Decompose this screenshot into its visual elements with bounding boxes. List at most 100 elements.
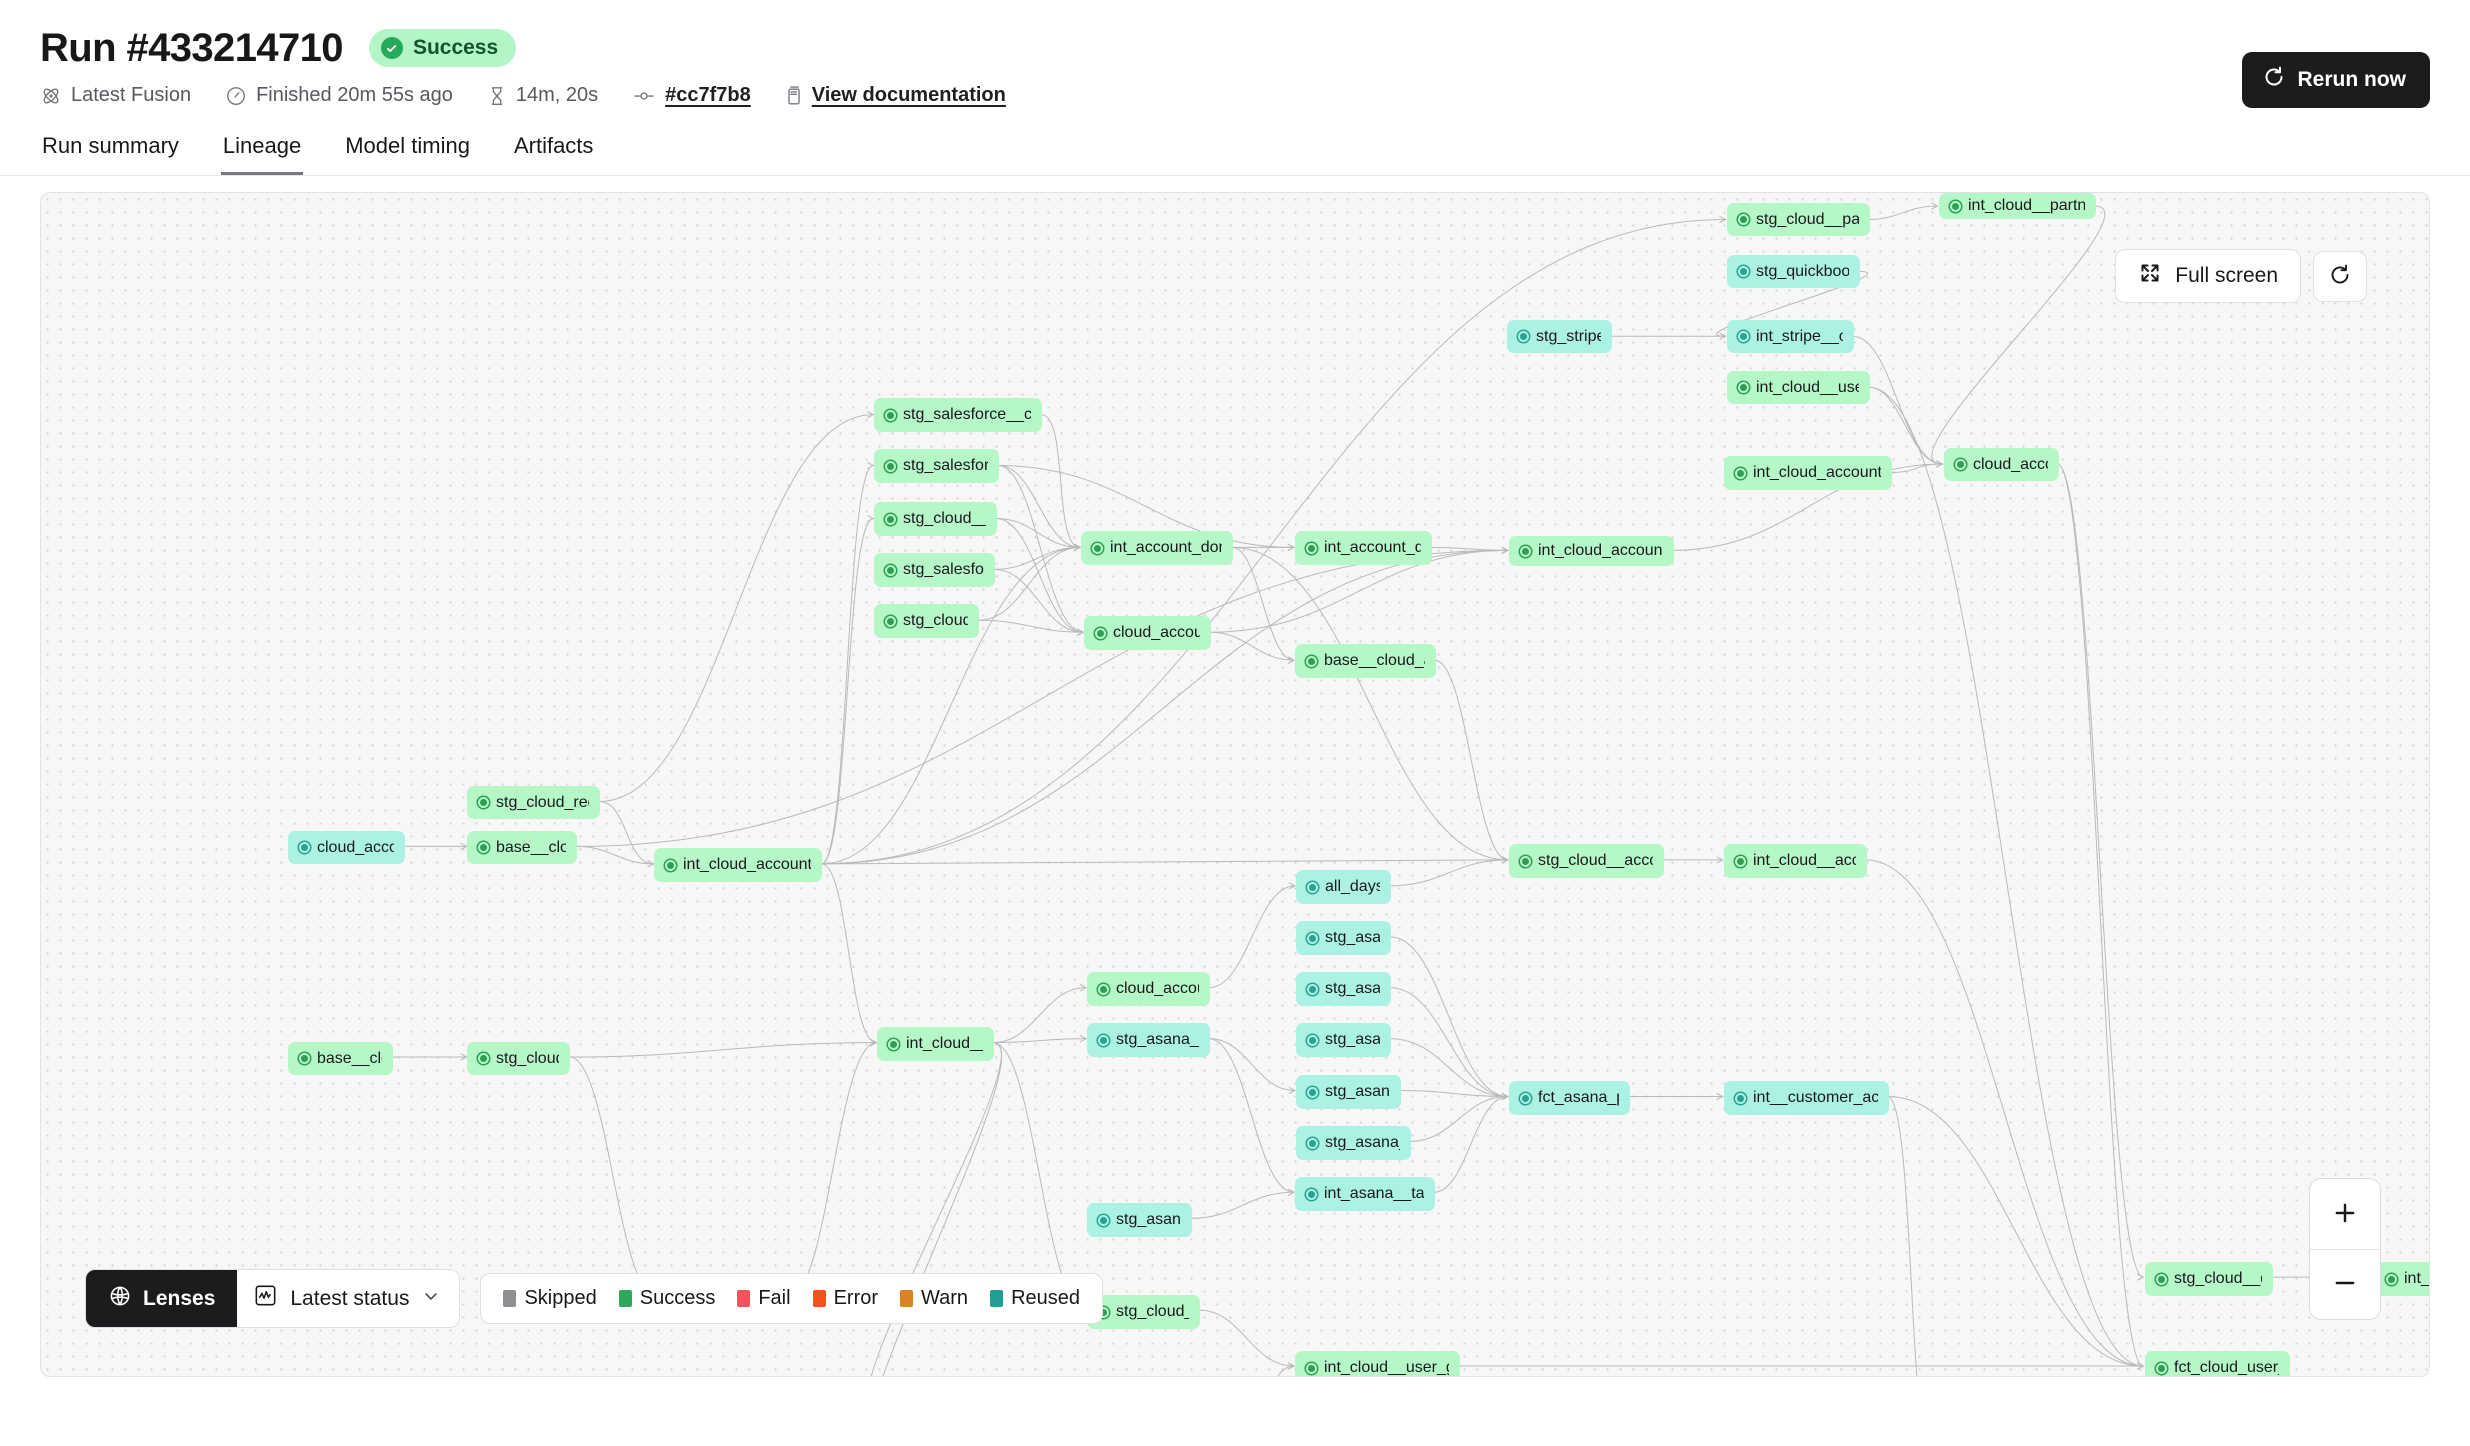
tab-lineage[interactable]: Lineage xyxy=(220,133,304,175)
lineage-node[interactable]: stg_asana… xyxy=(1296,1023,1391,1057)
rerun-now-button[interactable]: Rerun now xyxy=(2241,52,2430,108)
success-status-icon xyxy=(1955,459,1966,470)
meta-item-documentation[interactable]: View documentation xyxy=(785,84,1006,107)
lineage-node[interactable]: stg_asana__pr… xyxy=(1296,1126,1411,1160)
lineage-node[interactable]: int_cloud__partner_con… xyxy=(1939,193,2096,219)
lineage-node[interactable]: base__cloud_acco… xyxy=(1295,644,1436,678)
lineage-node-label: all_days xyxy=(1325,879,1380,895)
lineage-graph-canvas[interactable]: stg_cloud__partner_c… int_cloud__partner_… xyxy=(40,192,2430,1377)
lineage-node-label: stg_cloud__… xyxy=(903,613,968,629)
lineage-node[interactable]: stg_quickbooks__a… xyxy=(1727,255,1860,288)
legend-item-error[interactable]: Error xyxy=(812,1287,878,1310)
hourglass-icon xyxy=(487,85,507,107)
canvas-refresh-button[interactable] xyxy=(2313,250,2367,302)
lineage-node[interactable]: int_cloud__user_ac… xyxy=(1727,371,1870,404)
lineage-node[interactable]: stg_asana_… xyxy=(1296,972,1391,1006)
lineage-node[interactable]: int_cloud_account_ma… xyxy=(1509,536,1674,566)
lineage-node[interactable]: stg_cloud__us… xyxy=(1087,1295,1200,1329)
zoom-in-button[interactable] xyxy=(2310,1179,2380,1249)
lens-select-value: Latest status xyxy=(290,1286,410,1310)
lineage-node-label: fct_cloud_user_acc… xyxy=(2174,1360,2279,1376)
success-status-icon xyxy=(1735,467,1746,479)
lineage-node-label: stg_cloud_region… xyxy=(496,794,589,811)
fusion-icon xyxy=(40,85,62,107)
lineage-node[interactable]: int_cloud__accoun… xyxy=(1724,844,1867,878)
lineage-node[interactable]: int_cloud__devel… xyxy=(2375,1262,2429,1296)
lineage-node[interactable]: stg_cloud__… xyxy=(874,604,979,638)
meta-item-commit[interactable]: #cc7f7b8 xyxy=(632,84,751,107)
success-status-icon xyxy=(478,842,489,853)
legend-item-warn[interactable]: Warn xyxy=(900,1287,968,1310)
book-icon xyxy=(785,85,803,107)
lineage-node[interactable]: int_asana__task_s… xyxy=(1295,1177,1435,1211)
reused-status-icon xyxy=(1098,1214,1109,1226)
lineage-node[interactable]: cloud_account… xyxy=(1944,448,2059,481)
lineage-node-label: int__customer_account… xyxy=(1753,1090,1878,1106)
lineage-node[interactable]: stg_asana__tas… xyxy=(1087,1023,1210,1057)
lineage-node[interactable]: stg_cloud_region… xyxy=(467,786,600,819)
lineage-node[interactable]: base__clou… xyxy=(288,1042,393,1075)
lineage-node[interactable]: stg_salesforce__cloud_… xyxy=(874,398,1042,432)
lineage-node[interactable]: int_cloud_account__m… xyxy=(654,848,822,882)
lineage-node-label: stg_asana… xyxy=(1325,930,1380,946)
lens-select[interactable]: Latest status xyxy=(237,1270,460,1327)
tab-run-summary[interactable]: Run summary xyxy=(42,133,179,158)
lineage-node[interactable]: stg_asana___… xyxy=(1087,1203,1192,1237)
success-status-icon xyxy=(665,859,676,871)
legend-swatch-icon xyxy=(503,1290,517,1307)
reused-status-icon xyxy=(1306,1188,1317,1200)
success-status-icon xyxy=(1738,214,1749,225)
lineage-node[interactable]: stg_cloud__devel… xyxy=(2145,1262,2273,1296)
lineage-node[interactable]: stg_salesforce_… xyxy=(874,449,999,483)
lineage-node[interactable]: int_cloud__user_group… xyxy=(1295,1351,1460,1376)
plus-icon xyxy=(2331,1199,2359,1230)
zoom-out-button[interactable] xyxy=(2310,1249,2380,1319)
lineage-node-label: base__clou… xyxy=(317,1050,382,1067)
lineage-node[interactable]: int_cloud__us… xyxy=(877,1027,994,1061)
meta-link-commit[interactable]: #cc7f7b8 xyxy=(665,84,751,106)
meta-item-duration: 14m, 20s xyxy=(487,84,598,107)
lineage-node[interactable]: fct_cloud_user_acc… xyxy=(2145,1351,2290,1376)
lineage-node[interactable]: stg_salesforce… xyxy=(874,553,995,587)
lineage-node[interactable]: int_stripe__custo… xyxy=(1727,320,1854,353)
lineage-node-label: fct_asana_proj… xyxy=(1538,1090,1619,1106)
lineage-node[interactable]: cloud_account… xyxy=(288,831,405,864)
lineage-node[interactable]: int_account_dom… xyxy=(1295,531,1432,565)
legend-item-fail[interactable]: Fail xyxy=(737,1287,791,1310)
full-screen-label: Full screen xyxy=(2175,264,2278,287)
reused-status-icon xyxy=(1098,1034,1109,1046)
lineage-node[interactable]: stg_cloud__accounts… xyxy=(1509,844,1664,878)
reused-status-icon xyxy=(1520,1092,1531,1104)
lineage-node[interactable]: fct_asana_proj… xyxy=(1509,1081,1630,1115)
lineage-node-label: cloud_account… xyxy=(1116,981,1199,997)
legend-item-reused[interactable]: Reused xyxy=(990,1287,1080,1310)
lineage-node[interactable]: stg_asana__… xyxy=(1296,1075,1401,1109)
zoom-controls xyxy=(2309,1178,2381,1320)
lineage-node[interactable]: stg_stripe__c… xyxy=(1507,320,1612,353)
lineage-node[interactable]: stg_cloud__partner_c… xyxy=(1727,203,1870,236)
tab-model-timing[interactable]: Model timing xyxy=(345,133,470,158)
meta-link-documentation[interactable]: View documentation xyxy=(811,84,1006,106)
lineage-node[interactable]: int_account_domain… xyxy=(1081,531,1233,565)
full-screen-button[interactable]: Full screen xyxy=(2115,249,2301,303)
lineage-node[interactable]: int_cloud_account_ma… xyxy=(1724,456,1892,490)
success-status-icon xyxy=(1098,983,1109,995)
lineage-node[interactable]: stg_cloud_… xyxy=(467,1042,570,1075)
meta-item-finished: Finished 20m 55s ago xyxy=(225,84,453,107)
legend-item-success[interactable]: Success xyxy=(618,1287,715,1310)
lineage-node-label: int_asana__task_s… xyxy=(1324,1186,1424,1202)
reused-status-icon xyxy=(1735,1092,1746,1104)
lineage-node[interactable]: stg_asana… xyxy=(1296,921,1391,955)
meta-item-environment: Latest Fusion xyxy=(40,84,191,107)
tab-artifacts[interactable]: Artifacts xyxy=(513,133,594,158)
lenses-group: Lenses Latest status xyxy=(85,1269,461,1328)
lineage-node[interactable]: stg_cloud__us… xyxy=(874,502,997,536)
lineage-node[interactable]: cloud_accounts_… xyxy=(1084,616,1211,650)
lineage-node[interactable]: cloud_account… xyxy=(1087,972,1210,1006)
legend-item-skipped[interactable]: Skipped xyxy=(503,1287,597,1310)
lineage-node[interactable]: base__cloud_… xyxy=(467,831,577,864)
lineage-node[interactable]: all_days xyxy=(1296,870,1391,904)
lenses-button[interactable]: Lenses xyxy=(86,1270,238,1327)
canvas-top-controls: Full screen xyxy=(2115,249,2367,303)
lineage-node[interactable]: int__customer_account… xyxy=(1724,1081,1889,1115)
